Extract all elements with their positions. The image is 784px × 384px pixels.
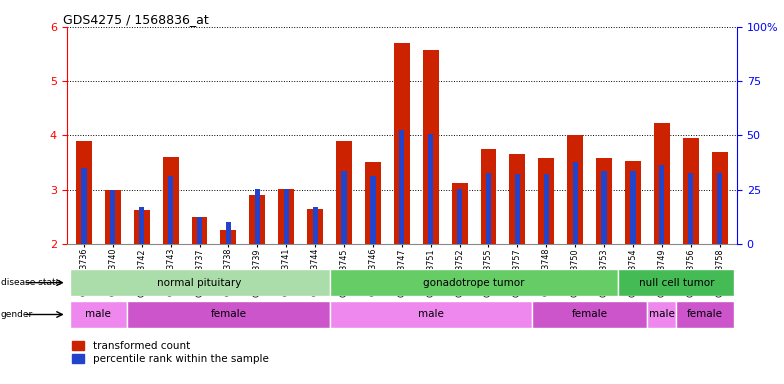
Bar — [481, 149, 496, 244]
Bar — [648, 301, 677, 328]
Bar — [70, 269, 329, 296]
Bar — [428, 134, 434, 244]
Bar — [532, 301, 648, 328]
Text: male: male — [649, 310, 675, 319]
Bar — [394, 43, 410, 244]
Bar — [284, 189, 289, 244]
Text: male: male — [418, 310, 444, 319]
Bar — [596, 158, 612, 244]
Bar — [619, 269, 734, 296]
Bar — [191, 217, 208, 244]
Text: normal pituitary: normal pituitary — [158, 278, 241, 288]
Bar — [105, 190, 121, 244]
Bar — [654, 123, 670, 244]
Bar — [341, 170, 347, 244]
Text: disease state: disease state — [1, 278, 61, 287]
Text: female: female — [210, 310, 246, 319]
Bar — [423, 50, 438, 244]
Bar — [336, 141, 352, 244]
Bar — [457, 189, 463, 244]
Bar — [399, 130, 405, 244]
Bar — [111, 190, 115, 244]
Bar — [688, 173, 693, 244]
Bar — [630, 170, 636, 244]
Bar — [307, 209, 323, 244]
Text: female: female — [572, 310, 608, 319]
Bar — [452, 183, 467, 244]
Bar — [82, 168, 86, 244]
Bar — [249, 195, 265, 244]
Bar — [278, 189, 294, 244]
Bar — [515, 174, 520, 244]
Text: gender: gender — [1, 310, 33, 319]
Bar — [134, 210, 150, 244]
Text: null cell tumor: null cell tumor — [638, 278, 714, 288]
Legend: transformed count, percentile rank within the sample: transformed count, percentile rank withi… — [72, 341, 269, 364]
Bar — [140, 207, 144, 244]
Bar — [329, 301, 532, 328]
Bar — [226, 222, 231, 244]
Bar — [370, 176, 376, 244]
Text: male: male — [85, 310, 111, 319]
Text: GDS4275 / 1568836_at: GDS4275 / 1568836_at — [64, 13, 209, 26]
Bar — [625, 161, 641, 244]
Bar — [197, 217, 202, 244]
Bar — [659, 165, 664, 244]
Bar — [510, 154, 525, 244]
Bar — [572, 162, 578, 244]
Bar — [539, 158, 554, 244]
Bar — [717, 173, 722, 244]
Bar — [255, 189, 260, 244]
Bar — [220, 230, 237, 244]
Bar — [365, 162, 381, 244]
Bar — [567, 136, 583, 244]
Bar — [683, 138, 699, 244]
Bar — [76, 141, 92, 244]
Bar — [163, 157, 179, 244]
Bar — [329, 269, 619, 296]
Bar — [486, 173, 491, 244]
Bar — [543, 174, 549, 244]
Text: female: female — [688, 310, 723, 319]
Bar — [712, 152, 728, 244]
Bar — [313, 207, 318, 244]
Bar — [168, 176, 173, 244]
Bar — [70, 301, 127, 328]
Text: gonadotrope tumor: gonadotrope tumor — [423, 278, 524, 288]
Bar — [601, 170, 607, 244]
Bar — [677, 301, 734, 328]
Bar — [127, 301, 329, 328]
